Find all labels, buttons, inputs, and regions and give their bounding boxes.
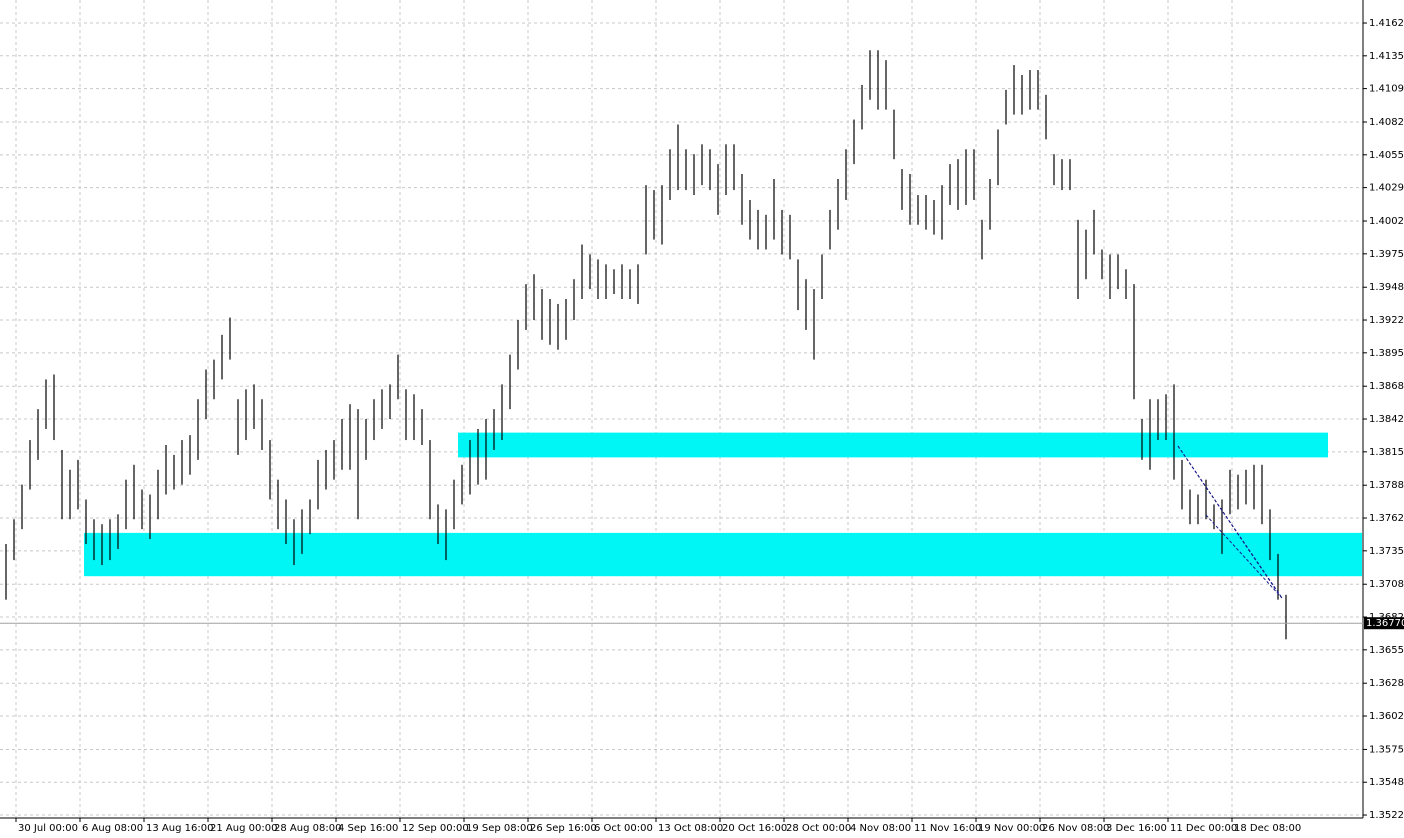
x-tick-label: 6 Aug 08:00	[82, 823, 143, 834]
x-tick-label: 19 Nov 00:00	[978, 823, 1045, 834]
trendline	[1205, 514, 1283, 599]
last-price-box	[1364, 617, 1404, 630]
y-tick-label: 1.39485	[1369, 282, 1404, 293]
x-tick-label: 3 Dec 16:00	[1106, 823, 1167, 834]
x-tick-label: 26 Sep 16:00	[530, 823, 597, 834]
bar-layer	[5, 50, 1287, 640]
last-price-label: 1.36770	[1366, 618, 1404, 629]
x-tick-label: 30 Jul 00:00	[18, 823, 78, 834]
x-tick-label: 4 Sep 16:00	[338, 823, 398, 834]
y-tick-label: 1.36555	[1369, 645, 1404, 656]
zone	[458, 432, 1328, 458]
y-tick-label: 1.39220	[1369, 315, 1404, 326]
x-tick-label: 11 Dec 00:00	[1170, 823, 1237, 834]
x-tick-label: 12 Sep 00:00	[402, 823, 469, 834]
y-tick-label: 1.38955	[1369, 348, 1404, 359]
x-tick-label: 11 Nov 16:00	[914, 823, 981, 834]
x-tick-label: 13 Aug 16:00	[146, 823, 213, 834]
zone-layer	[84, 432, 1362, 577]
y-tick-label: 1.40020	[1369, 216, 1404, 227]
y-tick-label: 1.36020	[1369, 711, 1404, 722]
trendlines	[1177, 445, 1283, 599]
x-tick-label: 26 Nov 08:00	[1042, 823, 1109, 834]
y-tick-label: 1.36285	[1369, 678, 1404, 689]
y-tick-label: 1.40290	[1369, 183, 1404, 194]
zone	[84, 532, 1362, 577]
x-tick-label: 28 Oct 00:00	[786, 823, 851, 834]
y-tick-label: 1.41090	[1369, 84, 1404, 95]
y-tick-label: 1.37355	[1369, 546, 1404, 557]
x-tick-label: 6 Oct 00:00	[594, 823, 653, 834]
x-tick-label: 4 Nov 08:00	[850, 823, 911, 834]
y-tick-label: 1.37620	[1369, 513, 1404, 524]
y-tick-label: 1.35220	[1369, 810, 1404, 821]
x-tick-label: 19 Sep 08:00	[466, 823, 533, 834]
x-tick-label: 18 Dec 08:00	[1234, 823, 1301, 834]
y-tick-label: 1.38155	[1369, 447, 1404, 458]
x-tick-label: 21 Aug 00:00	[210, 823, 277, 834]
x-tick-label: 20 Oct 16:00	[722, 823, 787, 834]
y-tick-label: 1.37085	[1369, 579, 1404, 590]
x-tick-label: 28 Aug 08:00	[274, 823, 341, 834]
y-tick-label: 1.41620	[1369, 18, 1404, 29]
trendline	[1177, 445, 1277, 591]
y-tick-label: 1.35750	[1369, 744, 1404, 755]
y-tick-label: 1.35485	[1369, 777, 1404, 788]
y-tick-label: 1.38685	[1369, 381, 1404, 392]
y-tick-label: 1.39755	[1369, 249, 1404, 260]
x-tick-label: 13 Oct 08:00	[658, 823, 723, 834]
y-tick-label: 1.41355	[1369, 51, 1404, 62]
y-tick-label: 1.37885	[1369, 480, 1404, 491]
y-tick-label: 1.40555	[1369, 150, 1404, 161]
y-tick-label: 1.38420	[1369, 414, 1404, 425]
y-tick-label: 1.40820	[1369, 117, 1404, 128]
